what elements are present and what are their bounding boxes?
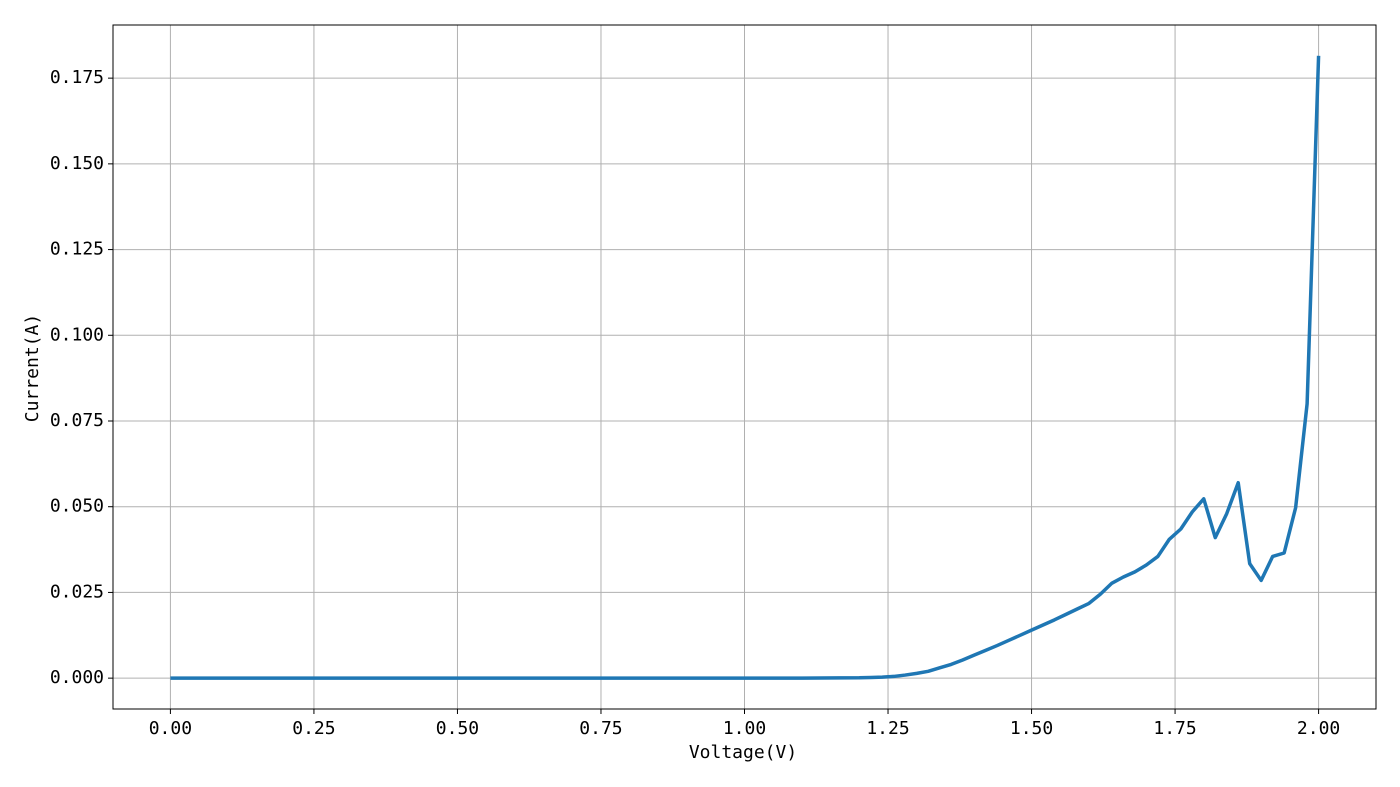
x-tick-label: 1.75 xyxy=(1153,718,1196,739)
x-tick-label: 0.50 xyxy=(436,718,479,739)
x-tick-label: 1.25 xyxy=(866,718,909,739)
y-tick-label: 0.000 xyxy=(50,667,104,688)
x-tick-label: 0.00 xyxy=(149,718,192,739)
y-tick-label: 0.025 xyxy=(50,581,104,602)
y-axis-label: Current(A) xyxy=(22,314,43,422)
x-tick-label: 1.00 xyxy=(723,718,766,739)
x-tick-label: 2.00 xyxy=(1297,718,1340,739)
y-tick-label: 0.100 xyxy=(50,324,104,345)
plot-frame xyxy=(112,24,1377,710)
y-tick-label: 0.050 xyxy=(50,496,104,517)
y-tick-label: 0.175 xyxy=(50,67,104,88)
x-axis-label: Voltage(V) xyxy=(689,742,797,763)
x-tick-label: 0.25 xyxy=(292,718,335,739)
y-tick-label: 0.125 xyxy=(50,239,104,260)
line-series xyxy=(170,55,1321,680)
x-tick-label: 0.75 xyxy=(579,718,622,739)
y-tick-label: 0.150 xyxy=(50,153,104,174)
y-tick-label: 0.075 xyxy=(50,410,104,431)
x-tick-label: 1.50 xyxy=(1010,718,1053,739)
